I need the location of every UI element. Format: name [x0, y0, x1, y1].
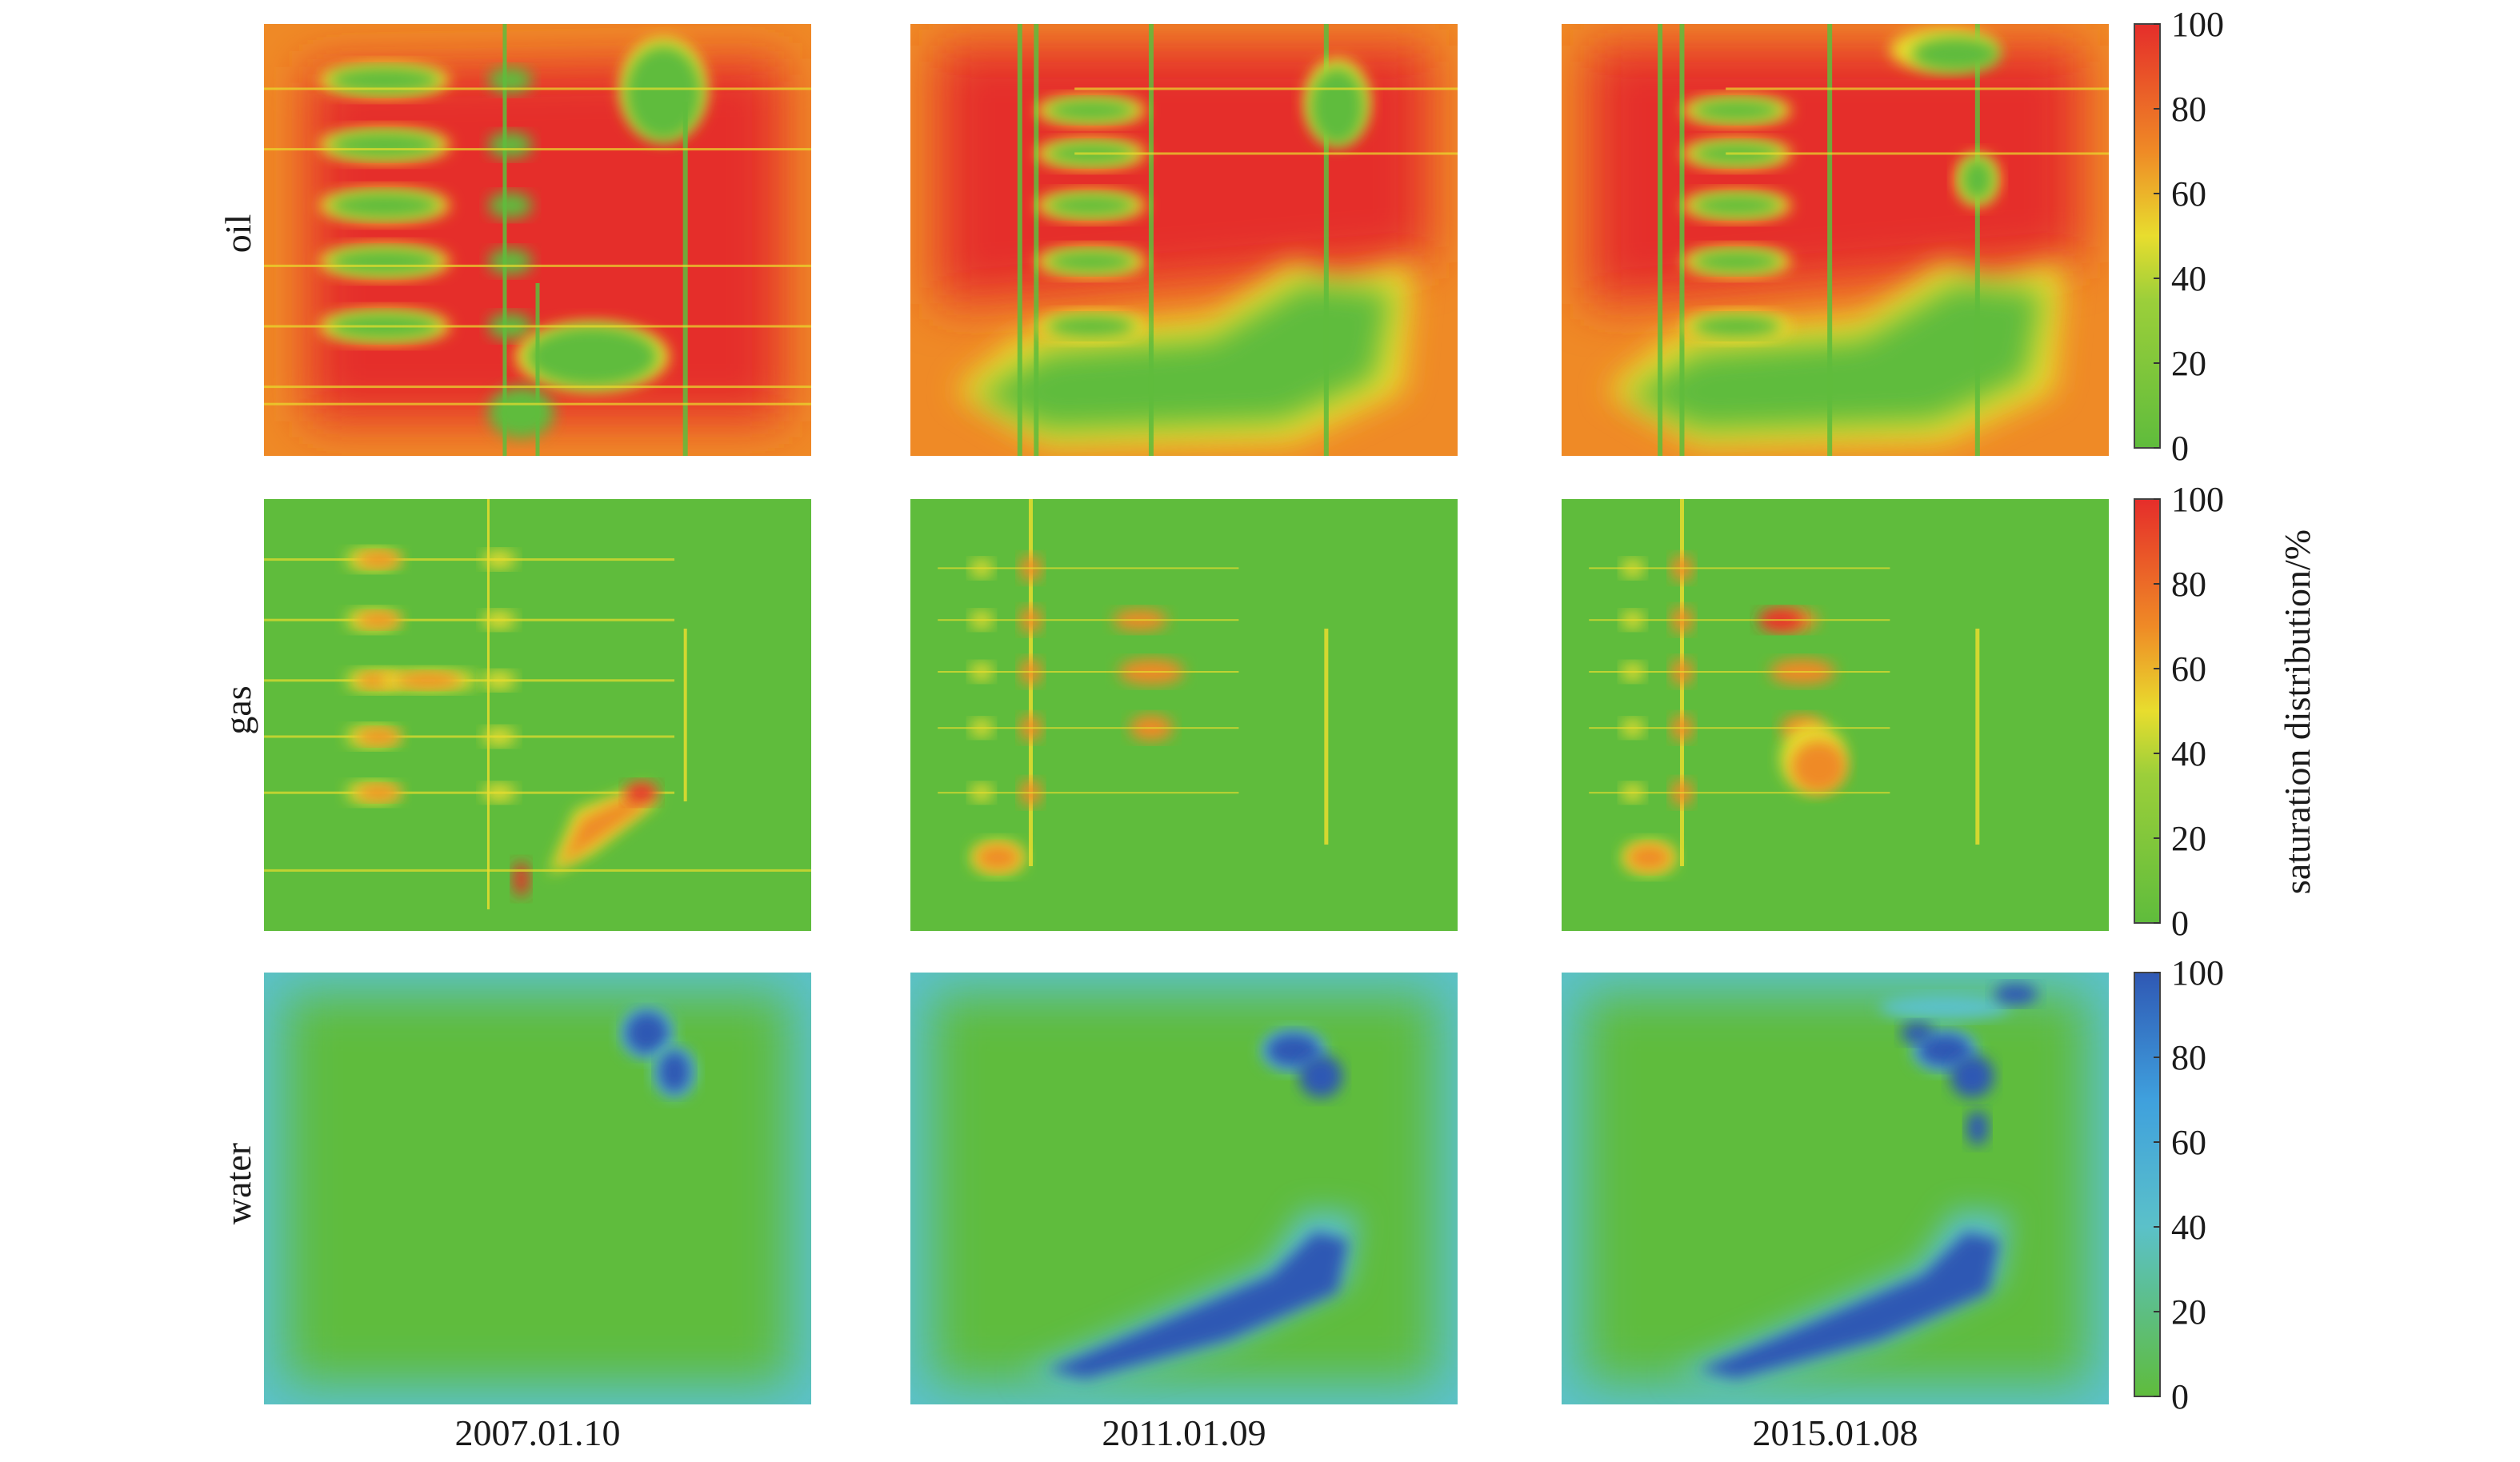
heatmap-panel-gas-2011: [910, 499, 1458, 931]
colorbar-title: saturation distribution/%: [2277, 529, 2318, 895]
heatmap-panel-gas-2007: [264, 499, 811, 931]
colorbar-tick-label: 20: [2171, 1292, 2206, 1332]
colorbar-tick-label: 20: [2171, 344, 2206, 383]
colorbar-tick-label: 40: [2171, 1208, 2206, 1247]
colorbar-tick-label: 100: [2171, 953, 2224, 993]
colorbar-tick-label: 100: [2171, 480, 2224, 519]
colorbar-tick-label: 80: [2171, 565, 2206, 604]
colorbar-tick-label: 0: [2171, 1377, 2189, 1416]
colorbar-oil: 100 80 60 40 20 0: [2134, 5, 2224, 468]
colorbar-tick-label: 0: [2171, 904, 2189, 943]
colorbar-tick-label: 0: [2171, 429, 2189, 468]
colorbar-tick-label: 40: [2171, 734, 2206, 773]
colorbar-tick-label: 80: [2171, 1038, 2206, 1077]
row-label-water: water: [218, 1142, 258, 1225]
heatmap-panel-oil-2007: [264, 24, 811, 456]
colorbar-tick-label: 80: [2171, 90, 2206, 129]
row-label-gas: gas: [218, 685, 258, 735]
colorbar-tick-label: 40: [2171, 259, 2206, 298]
heatmap-panel-oil-2015: [1562, 24, 2109, 456]
column-label-2007: 2007.01.10: [454, 1412, 621, 1453]
heatmap-panel-gas-2015: [1562, 499, 2109, 931]
heatmap-panel-water-2015: [1562, 973, 2109, 1404]
colorbar-water: 100 80 60 40 20 0: [2134, 953, 2224, 1416]
colorbar-tick-label: 100: [2171, 5, 2224, 44]
colorbar-gas: 100 80 60 40 20 0: [2134, 480, 2224, 943]
heatmap-panel-oil-2011: [910, 24, 1458, 456]
row-label-oil: oil: [218, 214, 258, 254]
colorbar-tick-label: 20: [2171, 819, 2206, 858]
colorbar-tick-label: 60: [2171, 174, 2206, 214]
heatmap-panel-water-2011: [910, 973, 1458, 1404]
colorbar-tick-label: 60: [2171, 649, 2206, 689]
heatmap-panel-water-2007: [264, 973, 811, 1404]
column-label-2015: 2015.01.08: [1752, 1412, 1918, 1453]
column-label-2011: 2011.01.09: [1102, 1412, 1266, 1453]
colorbar-tick-label: 60: [2171, 1123, 2206, 1162]
